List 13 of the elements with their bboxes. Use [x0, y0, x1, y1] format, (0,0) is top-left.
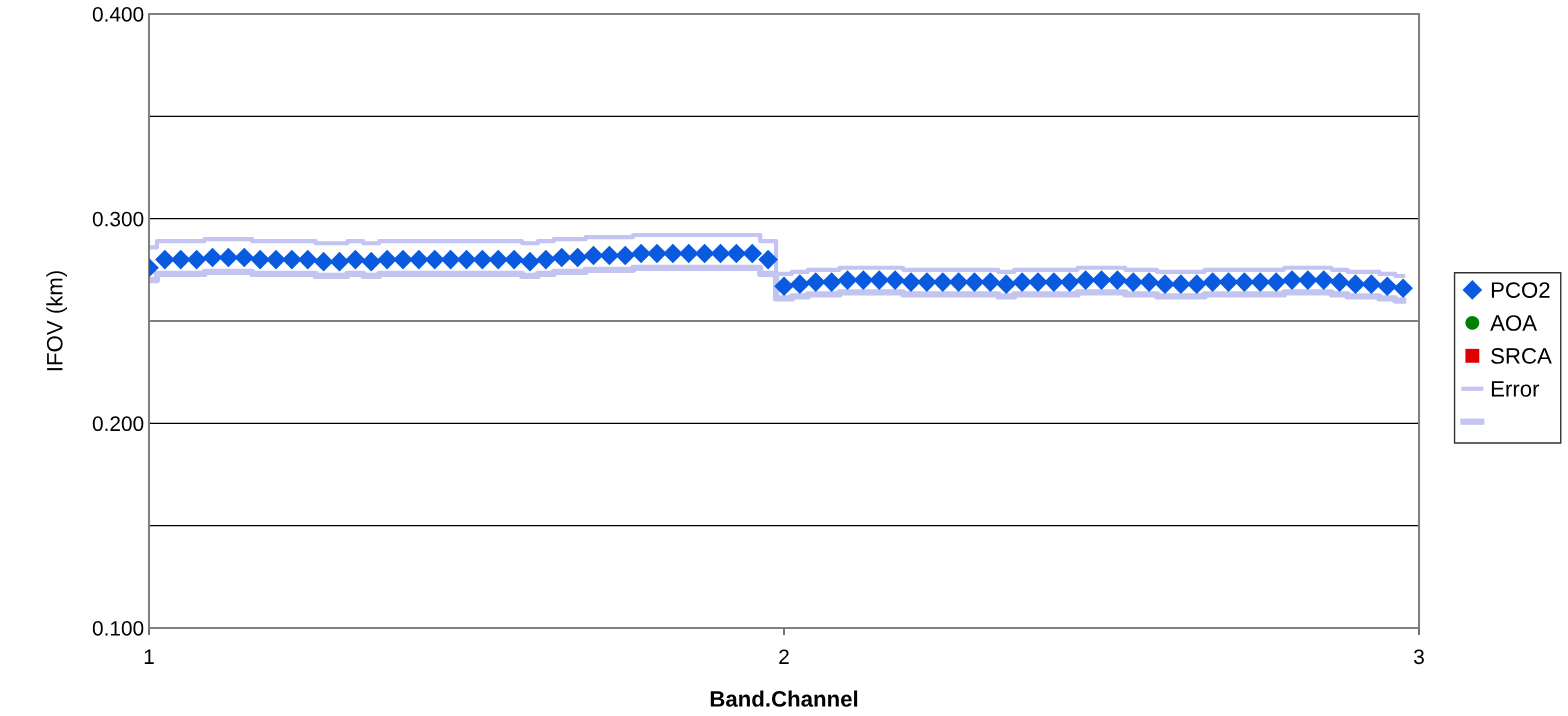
- x-tick-label: 3: [1414, 649, 1424, 665]
- x-tick-label: 1: [144, 649, 154, 664]
- x-axis-title: Band.Channel: [710, 690, 858, 707]
- y-tick-label: 0.100: [92, 621, 144, 636]
- y-tick-label: 0.300: [92, 211, 144, 227]
- legend-label: PCO2: [1491, 282, 1550, 298]
- y-axis-title: IFOV (km): [46, 271, 67, 371]
- y-tick-label: 0.200: [92, 416, 144, 432]
- legend-label: AOA: [1490, 315, 1537, 331]
- y-tick-label: 0.400: [92, 7, 144, 22]
- legend-label: Error: [1491, 381, 1540, 397]
- x-tick-label: 2: [779, 649, 789, 664]
- legend-label: SRCA: [1491, 348, 1552, 364]
